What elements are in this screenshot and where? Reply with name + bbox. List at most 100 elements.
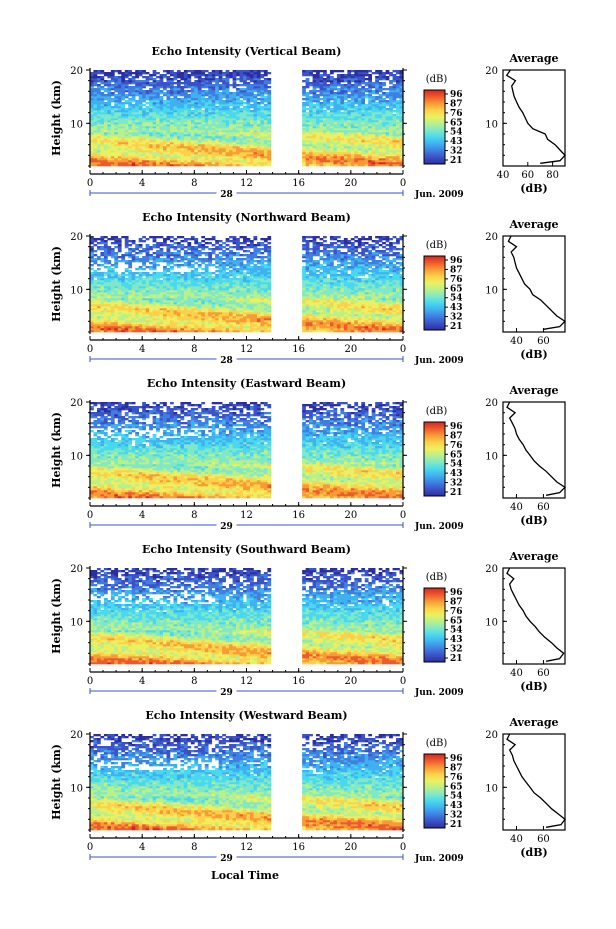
heatmap-cell: [243, 92, 247, 95]
heatmap-cell: [117, 88, 122, 91]
heatmap-cell: [159, 154, 164, 157]
heatmap-cell: [340, 104, 345, 107]
heatmap-cell: [142, 92, 146, 95]
heatmap-cell: [312, 104, 317, 107]
heatmap-cell: [197, 156, 202, 159]
heatmap-cell: [225, 92, 230, 95]
heatmap-cell: [103, 306, 108, 309]
heatmap-cell: [375, 96, 379, 99]
heatmap-cell: [159, 272, 164, 275]
heatmap-cell: [232, 106, 237, 109]
heatmap-cell: [326, 142, 331, 145]
heatmap-cell: [364, 114, 369, 117]
heatmap-cell: [389, 72, 393, 75]
heatmap-cell: [163, 114, 167, 117]
heatmap-cell: [93, 322, 98, 325]
heatmap-cell: [309, 116, 313, 119]
heatmap-cell: [194, 290, 199, 293]
heatmap-cell: [152, 298, 157, 301]
heatmap-cell: [100, 108, 105, 111]
heatmap-cell: [323, 128, 327, 131]
heatmap-cell: [204, 100, 209, 103]
heatmap-cell: [211, 148, 216, 151]
heatmap-cell: [128, 298, 133, 301]
heatmap-cell: [312, 116, 317, 119]
heatmap-cell: [180, 130, 185, 133]
heatmap-cell: [110, 310, 115, 313]
heatmap-cell: [225, 88, 230, 91]
heatmap-cell: [399, 160, 404, 163]
heatmap-cell: [347, 118, 352, 121]
heatmap-cell: [145, 126, 150, 129]
heatmap-cell: [190, 236, 195, 239]
heatmap-cell: [128, 142, 133, 145]
heatmap-cell: [378, 156, 383, 159]
heatmap-cell: [169, 300, 174, 303]
heatmap-cell: [305, 100, 310, 103]
heatmap-cell: [90, 124, 94, 127]
heatmap-cell: [357, 96, 362, 99]
heatmap-cell: [347, 164, 352, 167]
heatmap-cell: [204, 70, 209, 73]
heatmap-cell: [236, 94, 240, 97]
heatmap-cell: [350, 116, 355, 119]
heatmap-cell: [135, 140, 139, 143]
heatmap-cell: [124, 88, 129, 91]
heatmap-cell: [396, 150, 400, 153]
heatmap-cell: [382, 146, 386, 149]
heatmap-cell: [180, 320, 185, 323]
heatmap-cell: [135, 298, 139, 301]
heatmap-cell: [124, 300, 129, 303]
heatmap-cell: [124, 164, 129, 167]
heatmap-cell: [305, 98, 310, 101]
heatmap-cell: [236, 134, 240, 137]
heatmap-cell: [176, 296, 181, 299]
heatmap-cell: [399, 80, 404, 83]
heatmap-cell: [385, 130, 390, 133]
heatmap-cell: [100, 110, 105, 113]
heatmap-cell: [229, 122, 233, 125]
heatmap-cell: [375, 98, 379, 101]
heatmap-cell: [389, 124, 393, 127]
heatmap-cell: [236, 124, 240, 127]
heatmap-cell: [263, 86, 268, 89]
heatmap-cell: [96, 90, 101, 93]
heatmap-cell: [371, 100, 376, 103]
heatmap-cell: [249, 148, 254, 151]
heatmap-cell: [389, 144, 393, 147]
heatmap-cell: [364, 154, 369, 157]
heatmap-cell: [336, 100, 341, 103]
heatmap-cell: [142, 162, 146, 165]
heatmap-cell: [354, 100, 359, 103]
heatmap-cell: [166, 270, 171, 273]
heatmap-cell: [302, 74, 306, 77]
heatmap-cell: [103, 316, 108, 319]
heatmap-cell: [156, 242, 160, 245]
heatmap-cell: [343, 134, 348, 137]
heatmap-cell: [100, 298, 105, 301]
heatmap-cell: [364, 136, 369, 139]
heatmap-cell: [382, 122, 386, 125]
heatmap-cell: [333, 162, 338, 165]
heatmap-cell: [211, 138, 216, 141]
heatmap-cell: [169, 156, 174, 159]
heatmap-cell: [156, 322, 160, 325]
heatmap-cell: [93, 100, 98, 103]
heatmap-cell: [183, 122, 188, 125]
heatmap-cell: [378, 100, 383, 103]
heatmap-cell: [114, 140, 119, 143]
heatmap-cell: [180, 72, 185, 75]
heatmap-cell: [180, 286, 185, 289]
heatmap-cell: [176, 80, 181, 83]
heatmap-cell: [93, 328, 98, 331]
heatmap-cell: [159, 114, 164, 117]
heatmap-cell: [145, 322, 150, 325]
heatmap-cell: [183, 146, 188, 149]
heatmap-cell: [131, 80, 136, 83]
heatmap-cell: [343, 102, 348, 105]
heatmap-cell: [222, 126, 226, 129]
heatmap-cell: [253, 78, 258, 81]
heatmap-cell: [236, 130, 240, 133]
heatmap-cell: [131, 92, 136, 95]
heatmap-cell: [236, 90, 240, 93]
